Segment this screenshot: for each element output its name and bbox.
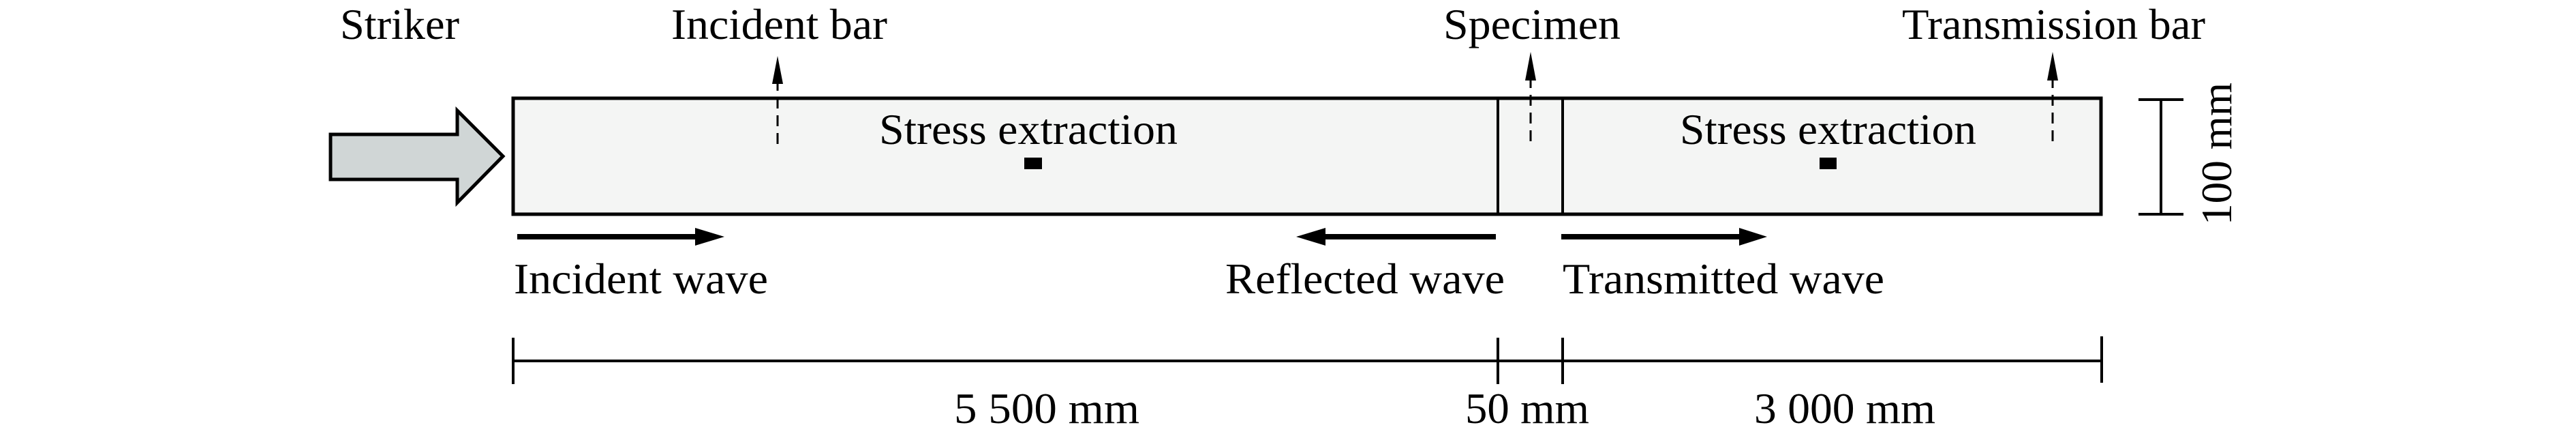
stress-extraction-label-1: Stress extraction	[879, 105, 1178, 154]
specimen-length-label: 50 mm	[1465, 384, 1589, 433]
transmission-length-label: 3 000 mm	[1754, 384, 1935, 433]
transmission-bar-label: Transmission bar	[1902, 0, 2205, 48]
transmitted-wave-label: Transmitted wave	[1563, 254, 1884, 303]
transmitted-wave-arrow	[1561, 228, 1767, 246]
striker-label: Striker	[340, 0, 459, 48]
incident-bar-leader	[772, 56, 783, 144]
incident-wave-label: Incident wave	[514, 254, 768, 303]
incident-wave-arrow	[517, 228, 724, 246]
striker-arrow	[328, 106, 506, 207]
diameter-label: 100 mm	[2192, 83, 2241, 225]
transmission-bar-leader	[2047, 52, 2058, 141]
stress-extraction-label-2: Stress extraction	[1680, 105, 1976, 154]
stress-point-incident	[1024, 158, 1042, 169]
specimen-leader	[1525, 52, 1536, 141]
stress-point-transmission	[1820, 158, 1837, 169]
incident-bar-label: Incident bar	[671, 0, 887, 48]
length-dimension-line	[512, 336, 2103, 384]
incident-length-label: 5 500 mm	[954, 384, 1139, 433]
diameter-dimension-line	[2138, 98, 2183, 216]
reflected-wave-label: Reflected wave	[1225, 254, 1505, 303]
reflected-wave-arrow	[1296, 228, 1496, 246]
specimen-label: Specimen	[1443, 0, 1621, 48]
